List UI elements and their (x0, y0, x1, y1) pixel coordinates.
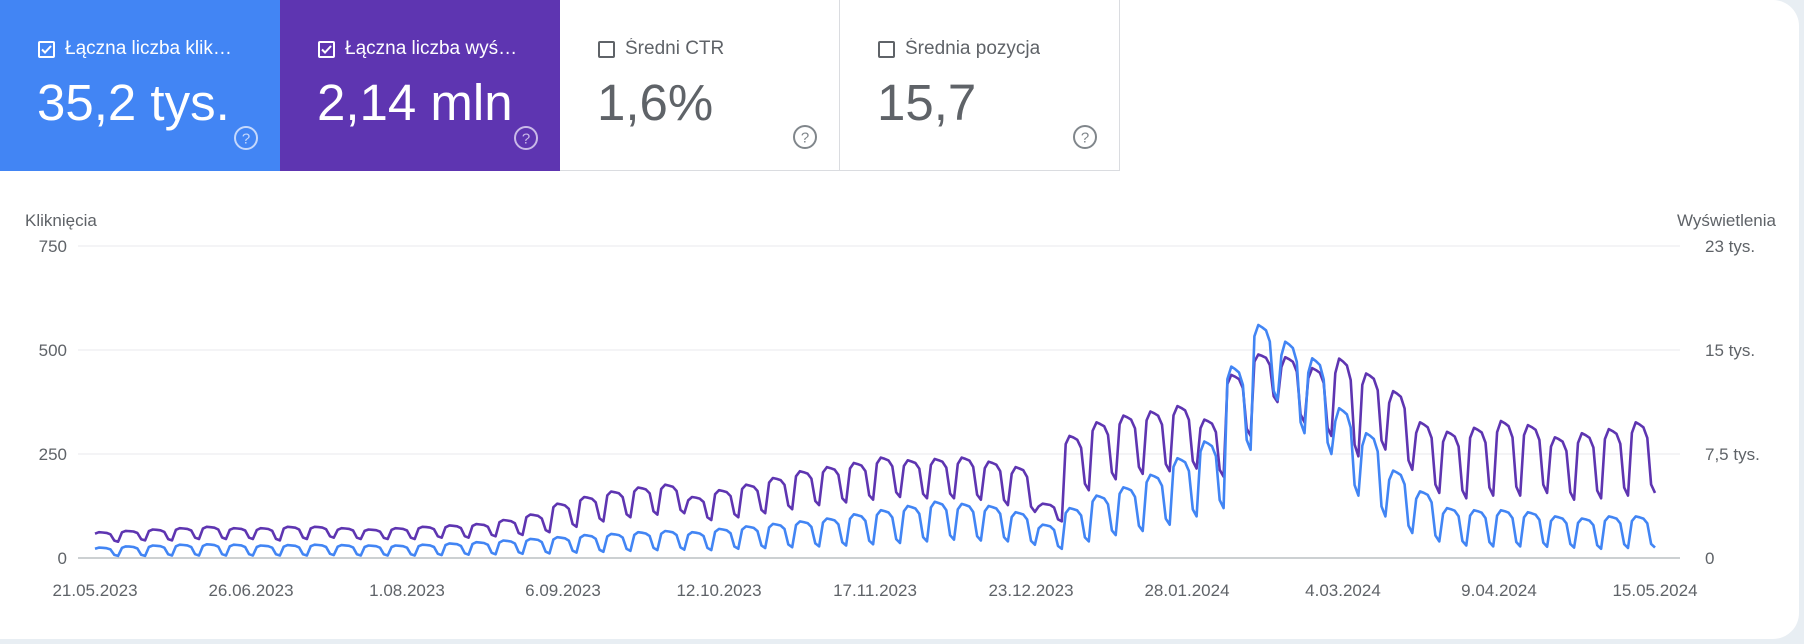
checkbox-icon[interactable] (878, 40, 895, 58)
metric-header: Średni CTR (598, 38, 724, 60)
x-tick-label: 26.06.2023 (208, 581, 293, 600)
y-tick-label-left: 250 (39, 445, 67, 464)
metric-label: Łączna liczba wyś… (345, 38, 518, 59)
metric-value: 35,2 tys. (37, 74, 230, 131)
x-tick-label: 15.05.2024 (1612, 581, 1697, 600)
impressions-series-line (94, 353, 1657, 543)
svg-text:?: ? (522, 131, 530, 148)
svg-text:?: ? (1081, 130, 1089, 147)
x-axis-labels: 21.05.2023 26.06.2023 1.08.2023 6.09.2023 12… (52, 581, 1697, 600)
y-tick-label-left: 0 (58, 549, 67, 568)
metric-label: Łączna liczba klik… (65, 38, 232, 59)
svg-text:?: ? (242, 131, 250, 148)
checkbox-icon[interactable] (598, 40, 615, 58)
left-axis-title: Kliknięcia (25, 211, 97, 230)
metric-value: 1,6% (597, 74, 714, 131)
chart-grid (78, 245, 1680, 559)
x-tick-label: 1.08.2023 (369, 581, 445, 600)
clicks-series-line (94, 323, 1656, 558)
y-tick-label-right: 0 (1705, 549, 1714, 568)
metric-label: Średni CTR (625, 38, 725, 59)
x-tick-label: 6.09.2023 (525, 581, 601, 600)
x-tick-label: 28.01.2024 (1144, 581, 1229, 600)
help-circle-icon[interactable]: ? (792, 124, 818, 150)
metric-value: 2,14 mln (317, 74, 513, 131)
y-tick-label-left: 750 (39, 237, 67, 256)
y-tick-label-right: 23 tys. (1705, 237, 1755, 256)
metric-tile-clicks[interactable]: Łączna liczba klik… 35,2 tys. ? (0, 0, 280, 171)
metric-value: 15,7 (877, 74, 977, 131)
metric-label: Średnia pozycja (905, 38, 1041, 59)
x-tick-label: 23.12.2023 (988, 581, 1073, 600)
metric-tile-ctr[interactable]: Średni CTR 1,6% ? (560, 0, 840, 171)
checkbox-icon[interactable] (38, 40, 55, 58)
metric-tile-impressions[interactable]: Łączna liczba wyś… 2,14 mln ? (280, 0, 560, 171)
x-tick-label: 9.04.2024 (1461, 581, 1537, 600)
chart-series (94, 323, 1657, 558)
right-axis-title: Wyświetlenia (1677, 211, 1777, 230)
x-tick-label: 17.11.2023 (833, 581, 917, 600)
metric-header: Łączna liczba wyś… (318, 38, 517, 60)
metric-header: Łączna liczba klik… (38, 38, 232, 60)
y-tick-label-right: 15 tys. (1705, 341, 1755, 360)
metric-tile-position[interactable]: Średnia pozycja 15,7 ? (840, 0, 1120, 171)
x-tick-label: 12.10.2023 (676, 581, 761, 600)
help-circle-icon[interactable]: ? (1072, 124, 1098, 150)
x-tick-label: 21.05.2023 (52, 581, 137, 600)
y-tick-label-left: 500 (39, 341, 67, 360)
x-tick-label: 4.03.2024 (1305, 581, 1381, 600)
performance-line-chart: Kliknięcia Wyświetlenia 0 0 250 7,5 tys. 500… (25, 211, 1777, 600)
checkbox-icon[interactable] (318, 40, 335, 58)
y-axis-labels: 0 0 250 7,5 tys. 500 15 tys. 750 23 tys. (39, 237, 1760, 568)
metric-tiles: Łączna liczba klik… 35,2 tys. ? Łączna l… (0, 0, 1120, 171)
y-tick-label-right: 7,5 tys. (1705, 445, 1760, 464)
metric-header: Średnia pozycja (878, 38, 1040, 60)
help-circle-icon[interactable]: ? (513, 125, 539, 151)
help-circle-icon[interactable]: ? (233, 125, 259, 151)
svg-text:?: ? (801, 130, 809, 147)
